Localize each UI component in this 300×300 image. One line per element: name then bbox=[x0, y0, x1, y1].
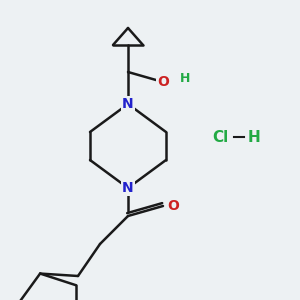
Text: H: H bbox=[248, 130, 260, 145]
Text: H: H bbox=[180, 73, 190, 85]
Text: Cl: Cl bbox=[212, 130, 228, 145]
Text: O: O bbox=[167, 199, 179, 213]
Text: N: N bbox=[122, 97, 134, 111]
Text: O: O bbox=[157, 75, 169, 89]
Text: N: N bbox=[122, 181, 134, 195]
